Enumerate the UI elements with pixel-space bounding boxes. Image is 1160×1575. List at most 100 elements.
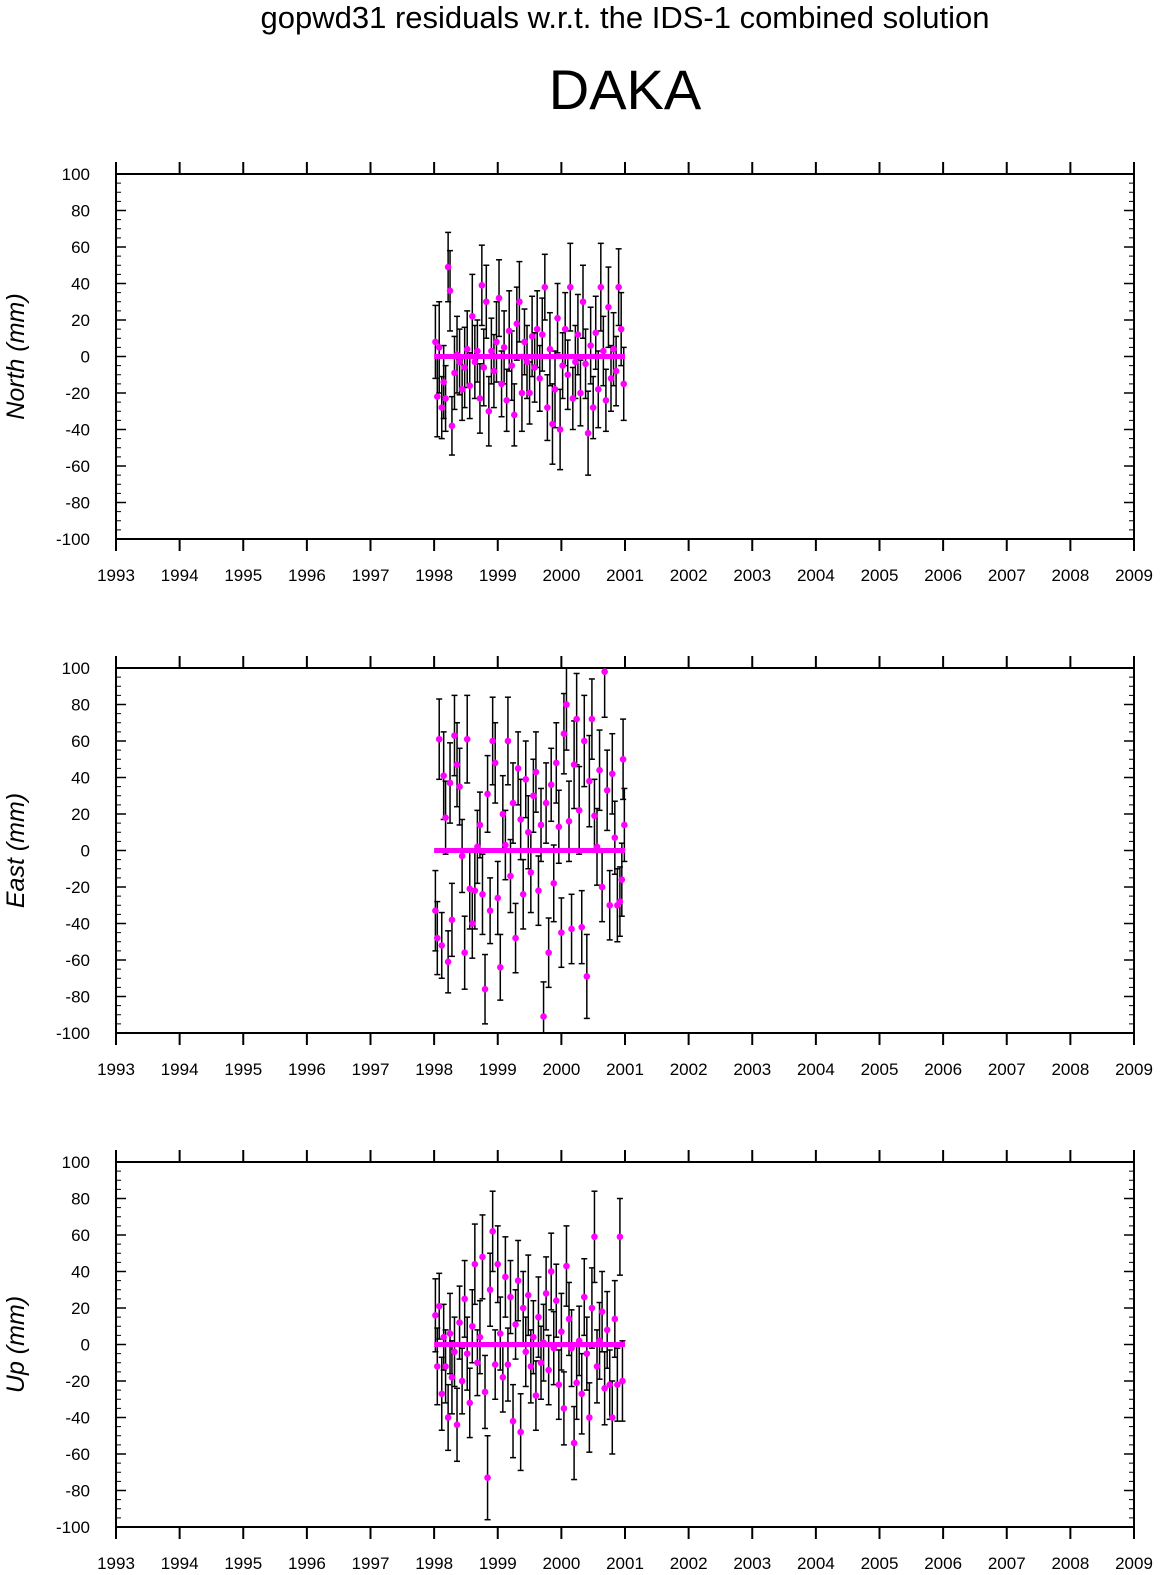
data-point — [550, 1344, 558, 1352]
data-point — [514, 765, 522, 772]
data-point — [486, 907, 494, 915]
data-point — [522, 776, 530, 783]
y-tick-label: -60 — [65, 951, 90, 970]
data-point — [586, 777, 593, 785]
data-point — [500, 344, 508, 351]
data-point — [593, 843, 601, 851]
y-tick-label: 100 — [62, 1153, 90, 1172]
data-point — [608, 1414, 616, 1421]
x-tick-label: 1999 — [479, 566, 517, 585]
data-point — [499, 1374, 507, 1381]
data-point — [463, 735, 471, 743]
data-point — [513, 320, 521, 327]
y-tick-label: 20 — [71, 1299, 90, 1318]
data-point — [594, 386, 602, 393]
data-point — [453, 351, 461, 358]
data-point — [463, 345, 471, 353]
data-point — [496, 964, 504, 971]
data-point — [563, 1262, 570, 1270]
data-point — [606, 901, 614, 909]
data-point — [476, 821, 484, 829]
x-tick-label: 1997 — [352, 1060, 390, 1079]
data-point — [493, 338, 500, 346]
y-tick-label: 100 — [62, 659, 90, 678]
data-point — [458, 852, 466, 860]
data-point — [549, 420, 556, 428]
data-point — [547, 781, 555, 789]
data-point — [527, 869, 535, 876]
data-point — [509, 799, 517, 807]
data-point — [526, 389, 533, 397]
data-point — [456, 358, 463, 366]
x-tick-label: 1999 — [479, 1060, 517, 1079]
data-point — [527, 1363, 535, 1370]
data-point — [519, 1304, 527, 1312]
x-tick-label: 1996 — [288, 1554, 326, 1573]
data-point — [498, 380, 505, 388]
data-point — [583, 1350, 591, 1357]
x-tick-label: 2009 — [1115, 1554, 1153, 1573]
data-point — [601, 1385, 608, 1392]
data-point — [461, 364, 468, 371]
x-tick-label: 2001 — [606, 1060, 644, 1079]
data-point — [448, 916, 456, 924]
data-point — [474, 843, 481, 851]
data-point — [551, 386, 559, 393]
data-point — [466, 1399, 474, 1407]
x-tick-label: 1993 — [97, 1060, 135, 1079]
x-tick-label: 2003 — [733, 1554, 771, 1573]
data-point — [589, 404, 597, 411]
y-tick-label: -60 — [65, 1445, 90, 1464]
data-point — [566, 283, 574, 291]
data-point — [432, 907, 439, 915]
data-point — [505, 327, 513, 335]
data-point — [512, 934, 519, 942]
data-point — [446, 1330, 454, 1337]
y-tick-label: -80 — [65, 1482, 90, 1501]
x-tick-label: 2000 — [542, 566, 580, 585]
data-point — [510, 411, 518, 419]
y-tick-label: 20 — [71, 311, 90, 330]
data-point — [469, 1322, 476, 1330]
data-point — [533, 325, 541, 333]
x-tick-label: 2002 — [670, 1060, 708, 1079]
data-point — [474, 347, 481, 355]
data-point — [504, 1361, 512, 1368]
data-point — [440, 772, 447, 779]
data-point — [619, 755, 627, 763]
data-point — [491, 759, 499, 767]
x-tick-label: 2005 — [861, 1060, 899, 1079]
data-point — [476, 1333, 484, 1341]
x-tick-label: 1994 — [161, 1554, 199, 1573]
data-point — [570, 1439, 578, 1447]
data-point — [598, 1308, 606, 1315]
data-point — [605, 303, 612, 311]
data-point — [471, 887, 479, 894]
x-tick-label: 2007 — [988, 1060, 1026, 1079]
y-tick-label: 40 — [71, 1263, 90, 1282]
data-point — [619, 1377, 626, 1385]
data-point — [564, 371, 572, 379]
station-title: DAKA — [548, 58, 702, 121]
data-point — [531, 364, 538, 371]
x-tick-label: 2009 — [1115, 566, 1153, 585]
data-point — [495, 294, 503, 302]
data-point — [611, 834, 619, 842]
data-point — [591, 812, 598, 820]
data-point — [537, 821, 545, 829]
data-point — [524, 828, 532, 836]
x-tick-label: 2003 — [733, 566, 771, 585]
data-point — [509, 1417, 517, 1425]
x-tick-label: 2008 — [1051, 566, 1089, 585]
data-point — [603, 1326, 611, 1334]
data-point — [438, 1390, 446, 1398]
x-tick-label: 1993 — [97, 566, 135, 585]
y-tick-label: 80 — [71, 202, 90, 221]
data-point — [466, 885, 474, 893]
data-point — [461, 949, 468, 956]
data-point — [456, 1319, 463, 1326]
data-point — [440, 378, 447, 386]
data-point — [435, 1302, 443, 1310]
data-point — [542, 1290, 550, 1297]
data-point — [608, 770, 616, 778]
